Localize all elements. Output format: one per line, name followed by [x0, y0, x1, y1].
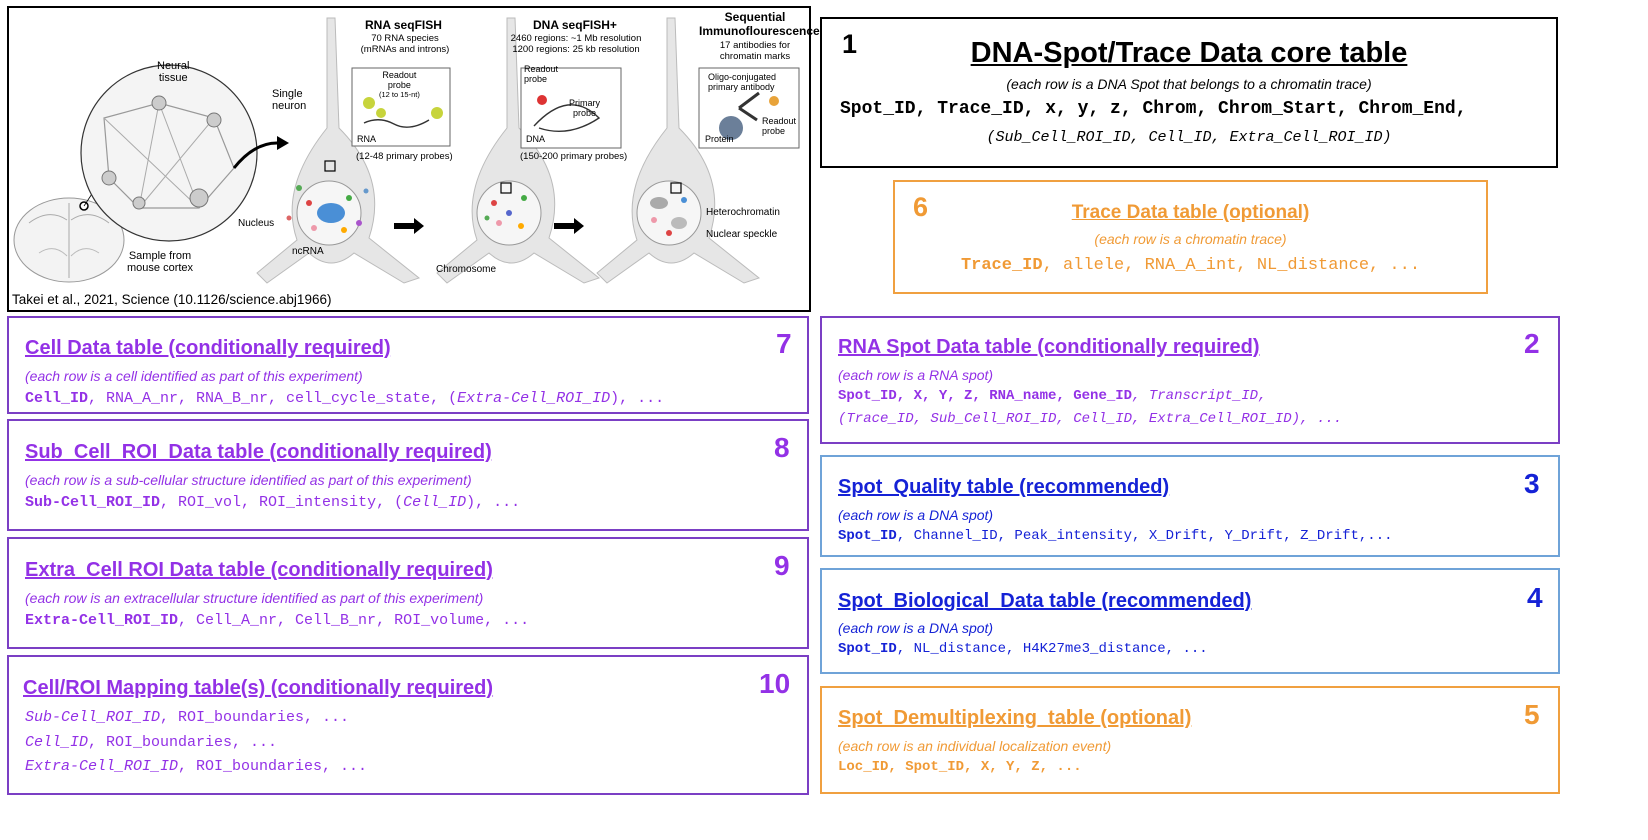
table-subtitle: (each row is a DNA spot)	[838, 620, 994, 636]
table-subtitle: (each row is a sub-cellular structure id…	[25, 472, 472, 488]
table-title: Spot_Biological_Data table (recommended)	[838, 590, 1252, 612]
neuron-3-icon	[596, 17, 761, 284]
table-fields: Loc_ID, Spot_ID, X, Y, Z, ...	[838, 759, 1082, 775]
table-title: RNA Spot Data table (conditionally requi…	[838, 336, 1260, 358]
label-neural-tissue: Neural tissue	[157, 60, 190, 84]
table-number: 5	[1524, 699, 1540, 730]
table-subtitle: (each row is a DNA spot)	[838, 507, 994, 523]
table-number: 1	[842, 29, 858, 59]
neural-tissue-icon	[80, 64, 258, 242]
dna-seqfish-subtitle: 2460 regions: ~1 Mb resolution 1200 regio…	[510, 33, 642, 55]
rna-seqfish-title: RNA seqFISH	[365, 18, 442, 32]
table-fields: Trace_ID, allele, RNA_A_int, NL_distance…	[960, 256, 1421, 275]
table-title: Cell Data table (conditionally required)	[25, 337, 391, 359]
figure-caption: Takei et al., 2021, Science (10.1126/sci…	[12, 292, 332, 307]
brain-section-icon	[13, 167, 125, 283]
table-number: 9	[774, 550, 790, 581]
table-title: Spot_Demultiplexing_table (optional)	[838, 707, 1192, 729]
table-title: Extra_Cell ROI Data table (conditionally…	[25, 559, 493, 581]
table-fields: Spot_ID, Channel_ID, Peak_intensity, X_D…	[838, 528, 1393, 544]
table-title: Cell/ROI Mapping table(s) (conditionally…	[23, 677, 494, 699]
table-title: Sub_Cell_ROI_Data table (conditionally r…	[25, 441, 492, 463]
table-9-extra-cell-roi: Extra_Cell ROI Data table (conditionally…	[7, 537, 809, 649]
table-subtitle: (each row is an individual localization …	[838, 738, 1112, 754]
table-subtitle: (each row is an extracellular structure …	[25, 590, 484, 606]
label-sample: Sample from mouse cortex	[127, 250, 194, 274]
table-fields: Sub-Cell_ROI_ID, ROI_vol, ROI_intensity,…	[25, 494, 521, 511]
if-title: Sequential Immunoflourescence	[699, 10, 820, 38]
table-title: Trace Data table (optional)	[1071, 202, 1310, 223]
table-fields: Spot_ID, NL_distance, H4K27me3_distance,…	[838, 641, 1208, 657]
table-4-spot-biological: Spot_Biological_Data table (recommended)…	[820, 568, 1560, 674]
label-nuclear-speckle: Nuclear speckle	[706, 229, 778, 240]
label-nucleus: Nucleus	[238, 218, 275, 229]
table-title: DNA-Spot/Trace Data core table	[970, 37, 1408, 69]
rna-seqfish-subtitle: 70 RNA species (mRNAs and introns)	[360, 33, 450, 55]
neuron-2-icon	[436, 17, 601, 284]
table-number: 6	[913, 192, 929, 222]
if-readout-label: Readout probe	[762, 116, 797, 136]
mapping-row: Extra-Cell_ROI_ID, ROI_boundaries, ...	[25, 758, 368, 775]
if-protein-label: Protein	[705, 134, 734, 144]
label-chromosome: Chromosome	[436, 264, 497, 275]
table-optional-fields: (Trace_ID, Sub_Cell_ROI_ID, Cell_ID, Ext…	[838, 411, 1343, 427]
table-subtitle: (each row is a RNA spot)	[838, 367, 994, 383]
dna-label: DNA	[526, 134, 546, 144]
rna-label: RNA	[357, 134, 377, 144]
table-fields: Spot_ID, Trace_ID, x, y, z, Chrom, Chrom…	[840, 99, 1467, 119]
table-title: Spot_Quality table (recommended)	[838, 476, 1170, 498]
table-number: 8	[774, 432, 790, 463]
dna-primary-probes: (150-200 primary probes)	[520, 151, 628, 162]
if-antibody-label: Oligo-conjugated primary antibody	[708, 72, 777, 92]
label-single-neuron: Single neuron	[272, 88, 307, 112]
table-10-mapping: Cell/ROI Mapping table(s) (conditionally…	[7, 655, 809, 795]
table-6-trace: 6 Trace Data table (optional) (each row …	[893, 180, 1488, 294]
rna-primary-probes: (12-48 primary probes)	[356, 151, 453, 162]
neuron-1-icon	[256, 17, 421, 284]
table-8-sub-cell-roi: Sub_Cell_ROI_Data table (conditionally r…	[7, 419, 809, 531]
rna-readout-probe-label: Readout probe (12 to 15-nt)	[379, 70, 420, 99]
table-number: 10	[759, 668, 791, 699]
table-fields: Extra-Cell_ROI_ID, Cell_A_nr, Cell_B_nr,…	[25, 612, 530, 629]
table-number: 3	[1524, 468, 1540, 499]
table-7-cell: Cell Data table (conditionally required)…	[7, 316, 809, 414]
table-3-spot-quality: Spot_Quality table (recommended) 3 (each…	[820, 455, 1560, 557]
dna-primary-probe-label: Primary probe	[569, 98, 600, 118]
table-subtitle: (each row is a chromatin trace)	[1094, 231, 1287, 247]
table-fields: Cell_ID, RNA_A_nr, RNA_B_nr, cell_cycle_…	[25, 390, 665, 407]
if-subtitle: 17 antibodies for chromatin marks	[719, 40, 791, 62]
dna-readout-probe-label: Readout probe	[524, 64, 559, 84]
dna-seqfish-title: DNA seqFISH+	[533, 18, 617, 32]
table-subtitle: (each row is a DNA Spot that belongs to …	[1006, 76, 1372, 92]
table-number: 7	[776, 328, 792, 359]
table-fields: Spot_ID, X, Y, Z, RNA_name, Gene_ID, Tra…	[838, 388, 1267, 404]
table-5-spot-demultiplexing: Spot_Demultiplexing_table (optional) 5 (…	[820, 686, 1560, 794]
label-ncrna: ncRNA	[292, 246, 324, 257]
figure-panel: Neural tissue Single neuron Sample from mou…	[7, 6, 820, 312]
mapping-row: Cell_ID, ROI_boundaries, ...	[25, 734, 278, 751]
mapping-row: Sub-Cell_ROI_ID, ROI_boundaries, ...	[25, 709, 350, 726]
table-2-rna-spot: RNA Spot Data table (conditionally requi…	[820, 316, 1560, 444]
table-number: 4	[1527, 582, 1543, 613]
label-heterochromatin: Heterochromatin	[706, 207, 780, 218]
table-number: 2	[1524, 328, 1540, 359]
table-subtitle: (each row is a cell identified as part o…	[25, 368, 363, 384]
table-optional-fields: (Sub_Cell_ROI_ID, Cell_ID, Extra_Cell_RO…	[986, 129, 1392, 146]
table-1-core: 1 DNA-Spot/Trace Data core table (each r…	[820, 17, 1558, 168]
neuron-illustration	[13, 17, 800, 284]
